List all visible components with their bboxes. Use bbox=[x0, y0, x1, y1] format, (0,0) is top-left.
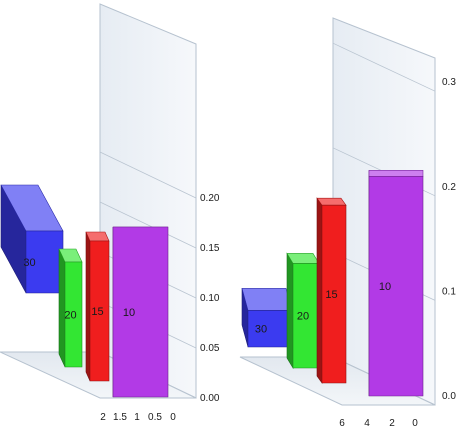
x-tick-label: 4 bbox=[364, 418, 370, 429]
bar-label: 15 bbox=[325, 289, 337, 301]
gridline bbox=[332, 42, 436, 92]
x-axis-ticks: 2 1.5 1 0.5 0 bbox=[100, 412, 176, 423]
bar-top-face bbox=[368, 170, 424, 177]
bar-20: 20 bbox=[58, 248, 83, 368]
x-tick-label: 2 bbox=[389, 418, 395, 429]
x-tick-label: 0 bbox=[412, 418, 418, 429]
x-tick-label: 1.5 bbox=[113, 412, 127, 423]
x-tick-label: 1 bbox=[134, 412, 140, 423]
bar-label: 15 bbox=[91, 306, 103, 318]
x-tick-label: 0 bbox=[170, 412, 176, 423]
bar-15: 15 bbox=[316, 197, 347, 384]
y-tick-label: 0.20 bbox=[200, 193, 220, 204]
bar-side-face bbox=[286, 252, 294, 370]
bar-30: 30 bbox=[241, 288, 293, 348]
gridline bbox=[99, 151, 197, 199]
x-tick-label: 0.5 bbox=[148, 412, 162, 423]
y-tick-label: 0.05 bbox=[200, 343, 220, 354]
bar-10: 10 bbox=[112, 226, 169, 398]
bar-label: 10 bbox=[123, 307, 135, 319]
y-tick-label: 0.1 bbox=[442, 286, 456, 297]
y-tick-label: 0.2 bbox=[442, 182, 456, 193]
x-tick-label: 6 bbox=[339, 418, 345, 429]
y-tick-label: 0.3 bbox=[442, 77, 456, 88]
y-axis-ticks: 0.00 0.05 0.10 0.15 0.20 bbox=[200, 193, 220, 404]
bar-side-face bbox=[85, 231, 91, 382]
bar-front-face bbox=[89, 240, 110, 382]
y-tick-label: 0.00 bbox=[200, 393, 220, 404]
bar-front-face bbox=[321, 204, 347, 384]
bar-top-face bbox=[316, 197, 347, 206]
bar-top-face bbox=[286, 253, 320, 264]
bar-side-face bbox=[58, 248, 66, 368]
bars: 30 20 15 10 bbox=[241, 170, 424, 397]
bar-label: 20 bbox=[64, 310, 76, 322]
bar-top-face bbox=[241, 288, 293, 311]
bar-front-face bbox=[112, 226, 169, 398]
bar-10: 10 bbox=[368, 170, 424, 397]
gridline bbox=[99, 201, 197, 249]
panel-a: 30 20 15 10 0.00 0.05 0.10 0.15 0.20 2 1.5 1 0.5 0 bbox=[0, 3, 220, 423]
bar-15: 15 bbox=[85, 231, 110, 382]
bar-label: 10 bbox=[379, 281, 391, 293]
y-tick-label: 0.0 bbox=[442, 391, 456, 402]
x-tick-label: 2 bbox=[100, 412, 106, 423]
y-axis-ticks: 0.0 0.1 0.2 0.3 bbox=[442, 77, 456, 402]
bars: 30 20 15 10 bbox=[0, 184, 169, 398]
bar-label: 30 bbox=[23, 257, 35, 269]
y-tick-label: 0.15 bbox=[200, 243, 220, 254]
bar-label: 30 bbox=[255, 324, 267, 336]
y-tick-label: 0.10 bbox=[200, 293, 220, 304]
bar-front-face bbox=[368, 176, 424, 397]
bar-label: 20 bbox=[297, 311, 309, 323]
x-axis-ticks: 6 4 2 0 bbox=[339, 418, 418, 429]
bar-front-face bbox=[25, 230, 64, 294]
bar-front-face bbox=[64, 261, 83, 368]
bar-side-face bbox=[316, 197, 323, 384]
bar-top-face bbox=[85, 231, 110, 242]
bar-30: 30 bbox=[0, 184, 64, 294]
bar-20: 20 bbox=[286, 252, 320, 370]
